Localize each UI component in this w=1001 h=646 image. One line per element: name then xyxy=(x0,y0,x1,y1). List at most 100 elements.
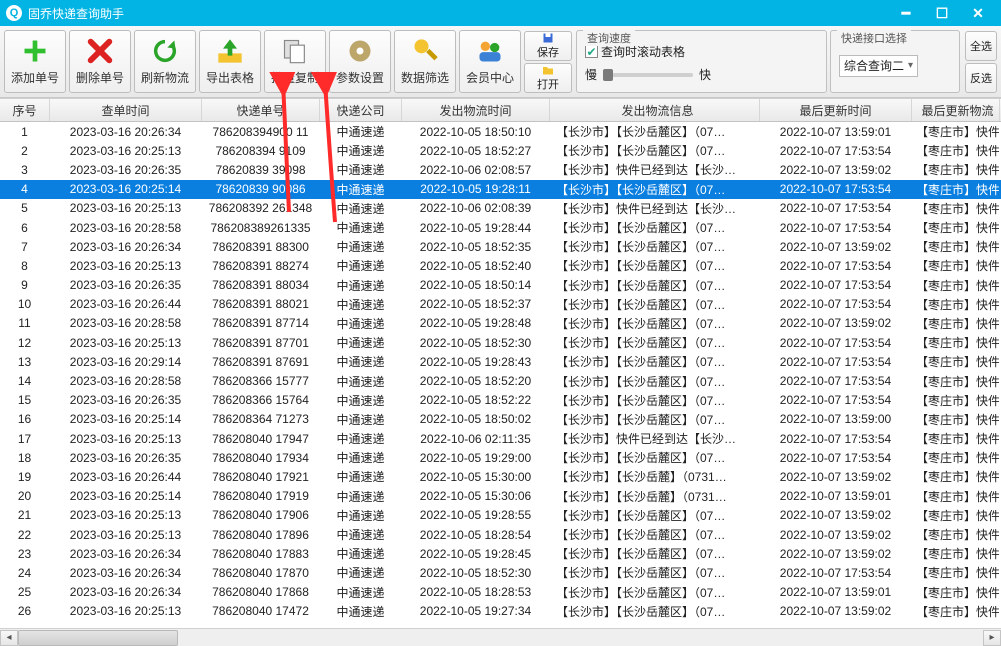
column-header[interactable]: 最后更新物流 xyxy=(912,99,1000,121)
member-center-button[interactable]: 会员中心 xyxy=(459,30,521,93)
table-row[interactable]: 112023-03-16 20:28:58786208391 87714中通速递… xyxy=(0,314,1001,333)
cell: 786208391 87691 xyxy=(202,355,320,369)
cell: 中通速递 xyxy=(320,238,402,255)
table-row[interactable]: 12023-03-16 20:26:34786208394900 11中通速递2… xyxy=(0,122,1001,141)
refresh-icon xyxy=(151,37,179,65)
scroll-right-button[interactable]: ▸ xyxy=(983,630,1001,646)
save-button[interactable]: 保存 xyxy=(524,31,572,61)
table-row[interactable]: 212023-03-16 20:25:13786208040 17906中通速递… xyxy=(0,506,1001,525)
cell: 【长沙市】【长沙岳麓区】（07… xyxy=(550,449,760,466)
table-row[interactable]: 222023-03-16 20:25:13786208040 17896中通速递… xyxy=(0,525,1001,544)
cell: 中通速递 xyxy=(320,373,402,390)
cell: 【枣庄市】快件 xyxy=(912,545,1000,562)
column-header[interactable]: 快递公司 xyxy=(320,99,402,121)
cell: 2022-10-05 18:52:35 xyxy=(402,240,550,254)
export-button[interactable]: 导出表格 xyxy=(199,30,261,93)
column-header[interactable]: 最后更新时间 xyxy=(760,99,912,121)
cell: 中通速递 xyxy=(320,603,402,620)
refresh-button[interactable]: 刷新物流 xyxy=(134,30,196,93)
table-row[interactable]: 42023-03-16 20:25:1478620839 90086中通速递20… xyxy=(0,180,1001,199)
column-header[interactable]: 序号 xyxy=(0,99,50,121)
column-header[interactable]: 发出物流时间 xyxy=(402,99,550,121)
open-label: 打开 xyxy=(537,76,559,92)
table-row[interactable]: 32023-03-16 20:26:3578620839 39098中通速递20… xyxy=(0,160,1001,179)
table-row[interactable]: 72023-03-16 20:26:34786208391 88300中通速递2… xyxy=(0,237,1001,256)
maximize-button[interactable]: ☐ xyxy=(925,2,959,24)
add-number-button[interactable]: 添加单号 xyxy=(4,30,66,93)
column-header[interactable]: 快递单号 xyxy=(202,99,320,121)
table-row[interactable]: 152023-03-16 20:26:35786208366 15764中通速递… xyxy=(0,391,1001,410)
cell: 2023-03-16 20:26:35 xyxy=(50,278,202,292)
delete-icon xyxy=(86,37,114,65)
filter-button[interactable]: 数据筛选 xyxy=(394,30,456,93)
cell: 9 xyxy=(0,278,50,292)
column-header[interactable]: 查单时间 xyxy=(50,99,202,121)
cell: 【枣庄市】快件 xyxy=(912,257,1000,274)
table-row[interactable]: 102023-03-16 20:26:44786208391 88021中通速递… xyxy=(0,295,1001,314)
cell: 4 xyxy=(0,182,50,196)
scroll-thumb[interactable] xyxy=(18,630,178,646)
cell: 2022-10-07 17:53:54 xyxy=(760,355,912,369)
settings-button[interactable]: 参数设置 xyxy=(329,30,391,93)
cell: 【枣庄市】快件 xyxy=(912,488,1000,505)
cell: 2022-10-05 19:29:00 xyxy=(402,451,550,465)
table-row[interactable]: 192023-03-16 20:26:44786208040 17921中通速递… xyxy=(0,467,1001,486)
cell: 【枣庄市】快件 xyxy=(912,430,1000,447)
horizontal-scrollbar[interactable]: ◂ ▸ xyxy=(0,628,1001,646)
table-row[interactable]: 262023-03-16 20:25:13786208040 17472中通速递… xyxy=(0,602,1001,621)
table-row[interactable]: 122023-03-16 20:25:13786208391 87701中通速递… xyxy=(0,333,1001,352)
cell: 【长沙市】【长沙岳麓区】（07… xyxy=(550,238,760,255)
cell: 26 xyxy=(0,604,50,618)
table-row[interactable]: 82023-03-16 20:25:13786208391 88274中通速递2… xyxy=(0,256,1001,275)
minimize-button[interactable]: ━ xyxy=(889,2,923,24)
cell: 【长沙市】【长沙岳麓区】（07… xyxy=(550,526,760,543)
cell: 中通速递 xyxy=(320,123,402,140)
table-row[interactable]: 242023-03-16 20:26:34786208040 17870中通速递… xyxy=(0,563,1001,582)
table-row[interactable]: 52023-03-16 20:25:13786208392 261348中通速递… xyxy=(0,199,1001,218)
cell: 2023-03-16 20:26:35 xyxy=(50,163,202,177)
cell: 786208391 87701 xyxy=(202,336,320,350)
close-button[interactable]: ✕ xyxy=(961,2,995,24)
table-row[interactable]: 202023-03-16 20:25:14786208040 17919中通速递… xyxy=(0,487,1001,506)
cell: 2023-03-16 20:25:13 xyxy=(50,201,202,215)
cell: 2023-03-16 20:26:34 xyxy=(50,240,202,254)
scroll-track[interactable] xyxy=(18,630,983,646)
scroll-left-button[interactable]: ◂ xyxy=(0,630,18,646)
column-header[interactable]: 发出物流信息 xyxy=(550,99,760,121)
cell: 18 xyxy=(0,451,50,465)
cell: 【枣庄市】快件 xyxy=(912,564,1000,581)
cell: 2023-03-16 20:25:13 xyxy=(50,432,202,446)
cell: 2022-10-06 02:11:35 xyxy=(402,432,550,446)
cell: 中通速递 xyxy=(320,296,402,313)
invert-select-button[interactable]: 反选 xyxy=(965,63,997,93)
table-row[interactable]: 132023-03-16 20:29:14786208391 87691中通速递… xyxy=(0,352,1001,371)
table-row[interactable]: 162023-03-16 20:25:14786208364 71273中通速递… xyxy=(0,410,1001,429)
table-row[interactable]: 62023-03-16 20:28:58786208389261335中通速递2… xyxy=(0,218,1001,237)
gear-icon xyxy=(346,37,374,65)
cell: 2022-10-05 15:30:06 xyxy=(402,489,550,503)
table-row[interactable]: 172023-03-16 20:25:13786208040 17947中通速递… xyxy=(0,429,1001,448)
cell: 2022-10-07 17:53:54 xyxy=(760,432,912,446)
cell: 10 xyxy=(0,297,50,311)
open-button[interactable]: 打开 xyxy=(524,63,572,93)
table-row[interactable]: 92023-03-16 20:26:35786208391 88034中通速递2… xyxy=(0,276,1001,295)
cell: 2023-03-16 20:25:14 xyxy=(50,182,202,196)
delete-number-button[interactable]: 删除单号 xyxy=(69,30,131,93)
table-row[interactable]: 232023-03-16 20:26:34786208040 17883中通速递… xyxy=(0,544,1001,563)
select-all-button[interactable]: 全选 xyxy=(965,31,997,61)
table-row[interactable]: 252023-03-16 20:26:34786208040 17868中通速递… xyxy=(0,583,1001,602)
table-row[interactable]: 142023-03-16 20:28:58786208366 15777中通速递… xyxy=(0,371,1001,390)
table-row[interactable]: 182023-03-16 20:26:35786208040 17934中通速递… xyxy=(0,448,1001,467)
table-row[interactable]: 22023-03-16 20:25:13786208394 9109中通速递20… xyxy=(0,141,1001,160)
cell: 78620839 90086 xyxy=(202,182,320,196)
cell: 2022-10-07 13:59:02 xyxy=(760,604,912,618)
cell: 21 xyxy=(0,508,50,522)
speed-slider[interactable] xyxy=(603,73,693,77)
cell: 【枣庄市】快件 xyxy=(912,181,1000,198)
plus-icon xyxy=(21,37,49,65)
cell: 中通速递 xyxy=(320,219,402,236)
cell: 2022-10-07 17:53:54 xyxy=(760,336,912,350)
cell: 2023-03-16 20:26:35 xyxy=(50,451,202,465)
interface-combo[interactable]: 综合查询二 ▾ xyxy=(839,55,918,77)
batch-copy-button[interactable]: 批量复制 xyxy=(264,30,326,93)
